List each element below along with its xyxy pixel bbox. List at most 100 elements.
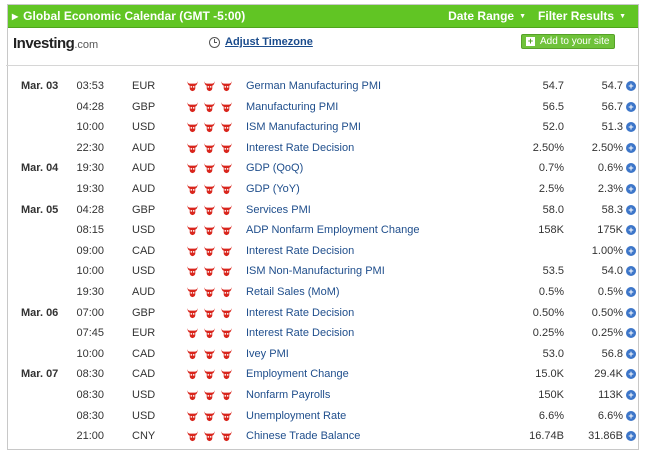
plus-circle-icon[interactable]: +	[626, 204, 636, 215]
chevron-right-icon: ▶	[12, 11, 19, 21]
logo-suffix: .com	[74, 39, 99, 51]
plus-circle-icon[interactable]: +	[626, 225, 636, 236]
row-event[interactable]: Employment Change	[246, 368, 349, 381]
plus-circle-icon[interactable]: +	[626, 431, 636, 442]
importance-indicator	[186, 409, 237, 425]
importance-indicator	[186, 182, 237, 198]
adjust-timezone[interactable]: Adjust Timezone	[209, 36, 313, 48]
table-row[interactable]: Mar. 04 19:30 AUD GDP (QoQ) 0.7% 0.6% +	[6, 158, 638, 179]
plus-circle-icon[interactable]: +	[626, 122, 636, 133]
bull-icon	[186, 429, 203, 445]
table-row[interactable]: 19:30 AUD GDP (YoY) 2.5% 2.3% +	[6, 179, 638, 200]
row-time: 08:30	[76, 389, 104, 401]
row-forecast: 54.7	[601, 80, 623, 92]
row-event[interactable]: German Manufacturing PMI	[246, 80, 382, 92]
table-row[interactable]: 10:00 CAD Ivey PMI 53.0 56.8 +	[6, 344, 638, 365]
row-currency: AUD	[132, 286, 156, 298]
row-event[interactable]: Services PMI	[246, 203, 311, 216]
plus-circle-icon[interactable]: +	[626, 163, 636, 174]
row-actual: 0.25%	[532, 327, 564, 340]
row-event[interactable]: Interest Rate Decision	[246, 244, 355, 257]
row-time: 07:00	[76, 306, 104, 319]
table-row[interactable]: 09:00 CAD Interest Rate Decision 1.00% +	[6, 241, 638, 262]
bull-icon	[203, 203, 220, 219]
row-event[interactable]: ADP Nonfarm Employment Change	[246, 224, 420, 237]
bull-icon	[186, 244, 203, 260]
table-row[interactable]: 08:30 USD Nonfarm Payrolls 150K 113K +	[6, 385, 638, 406]
row-time: 04:28	[76, 100, 104, 113]
filter-results-menu[interactable]: Filter Results ▼	[538, 9, 626, 23]
bull-icon	[186, 79, 203, 95]
plus-circle-icon[interactable]: +	[626, 101, 636, 112]
plus-circle-icon[interactable]: +	[626, 287, 636, 297]
plus-circle-icon[interactable]: +	[626, 410, 636, 421]
row-event[interactable]: ISM Manufacturing PMI	[246, 121, 361, 134]
row-forecast: 0.50%	[591, 306, 623, 319]
table-row[interactable]: Mar. 07 08:30 CAD Employment Change 15.0K 29.…	[6, 364, 638, 385]
date-range-menu[interactable]: Date Range ▼	[448, 9, 526, 23]
bull-icon	[220, 347, 237, 363]
table-row[interactable]: 07:45 EUR Interest Rate Decision 0.25% 0.25%…	[6, 323, 638, 344]
row-event[interactable]: Interest Rate Decision	[246, 306, 355, 319]
row-time: 03:53	[76, 80, 104, 92]
bull-icon	[186, 347, 203, 363]
row-event[interactable]: Ivey PMI	[246, 347, 289, 360]
plus-circle-icon[interactable]: +	[626, 245, 636, 256]
row-event[interactable]: Chinese Trade Balance	[246, 430, 361, 443]
bull-icon	[220, 182, 237, 198]
plus-circle-icon[interactable]: +	[626, 81, 636, 91]
bull-icon	[203, 79, 220, 95]
plus-circle-icon[interactable]: +	[626, 390, 636, 400]
investing-logo[interactable]: Investing.com	[13, 35, 98, 52]
add-to-site-button[interactable]: + Add to your site	[521, 34, 615, 49]
plus-circle-icon[interactable]: +	[626, 307, 636, 318]
plus-circle-icon[interactable]: +	[626, 184, 636, 194]
bull-icon	[203, 367, 220, 383]
row-event[interactable]: Manufacturing PMI	[246, 100, 339, 113]
row-time: 08:30	[76, 409, 104, 422]
table-row[interactable]: Mar. 03 03:53 EUR German Manufacturing PMI 5…	[6, 76, 638, 97]
row-event[interactable]: Interest Rate Decision	[246, 327, 355, 340]
table-row[interactable]: Mar. 05 04:28 GBP Services PMI 58.0 58.3 +	[6, 200, 638, 221]
table-row[interactable]: Mar. 06 07:00 GBP Interest Rate Decision 0.5…	[6, 303, 638, 324]
table-row[interactable]: 04:28 GBP Manufacturing PMI 56.5 56.7 +	[6, 97, 638, 118]
row-date: Mar. 04	[21, 162, 59, 175]
row-date: Mar. 06	[21, 306, 59, 319]
table-row[interactable]: 08:30 USD Unemployment Rate 6.6% 6.6% +	[6, 406, 638, 427]
row-event[interactable]: Unemployment Rate	[246, 409, 347, 422]
row-event[interactable]: Interest Rate Decision	[246, 141, 355, 154]
bull-icon	[220, 285, 237, 301]
plus-circle-icon[interactable]: +	[626, 142, 636, 153]
table-row[interactable]: 21:00 CNY Chinese Trade Balance 16.74B 31.86…	[6, 426, 638, 447]
bull-icon	[220, 223, 237, 239]
plus-circle-icon[interactable]: +	[626, 266, 636, 277]
row-forecast: 56.8	[601, 347, 623, 360]
bull-icon	[203, 182, 220, 198]
calendar-title[interactable]: ▶ Global Economic Calendar (GMT -5:00)	[8, 9, 448, 23]
bull-icon	[220, 203, 237, 219]
table-row[interactable]: 22:30 AUD Interest Rate Decision 2.50% 2.50%…	[6, 138, 638, 159]
row-currency: GBP	[132, 203, 156, 216]
importance-indicator	[186, 306, 237, 322]
table-row[interactable]: 10:00 USD ISM Manufacturing PMI 52.0 51.3 +	[6, 117, 638, 138]
row-event[interactable]: GDP (YoY)	[246, 183, 300, 195]
bull-icon	[220, 161, 237, 177]
adjust-timezone-link[interactable]: Adjust Timezone	[225, 36, 313, 48]
bull-icon	[220, 100, 237, 116]
plus-circle-icon[interactable]: +	[626, 328, 636, 339]
row-forecast: 113K	[598, 389, 623, 401]
bull-icon	[203, 388, 220, 404]
plus-circle-icon[interactable]: +	[626, 348, 636, 359]
row-currency: CNY	[132, 430, 156, 443]
table-row[interactable]: 08:15 USD ADP Nonfarm Employment Change 158…	[6, 220, 638, 241]
bull-icon	[186, 120, 203, 136]
row-event[interactable]: Retail Sales (MoM)	[246, 286, 340, 298]
row-event[interactable]: ISM Non-Manufacturing PMI	[246, 265, 385, 278]
row-currency: AUD	[132, 162, 156, 175]
table-row[interactable]: 10:00 USD ISM Non-Manufacturing PMI 53.5 54.…	[6, 261, 638, 282]
plus-circle-icon[interactable]: +	[626, 369, 636, 380]
row-event[interactable]: Nonfarm Payrolls	[246, 389, 331, 401]
importance-indicator	[186, 285, 237, 301]
table-row[interactable]: 19:30 AUD Retail Sales (MoM) 0.5% 0.5% +	[6, 282, 638, 303]
row-event[interactable]: GDP (QoQ)	[246, 162, 304, 175]
